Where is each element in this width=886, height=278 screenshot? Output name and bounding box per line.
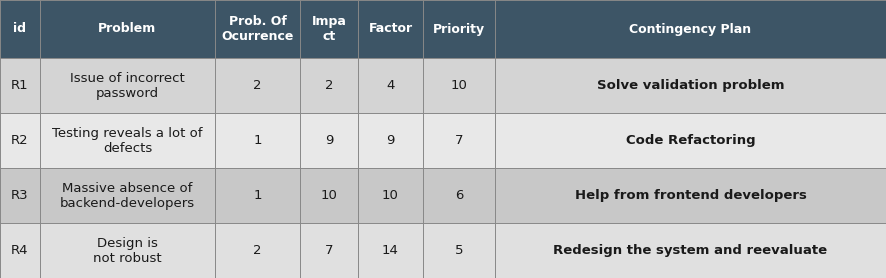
Bar xyxy=(495,113,886,168)
Text: 2: 2 xyxy=(325,79,333,92)
Bar xyxy=(300,223,358,278)
Text: 10: 10 xyxy=(451,79,468,92)
Text: 9: 9 xyxy=(386,134,394,147)
Text: 7: 7 xyxy=(325,244,333,257)
Text: R2: R2 xyxy=(12,134,29,147)
Bar xyxy=(215,58,300,113)
Text: 2: 2 xyxy=(253,244,261,257)
Text: Help from frontend developers: Help from frontend developers xyxy=(574,189,806,202)
Bar xyxy=(215,168,300,223)
Text: Contingency Plan: Contingency Plan xyxy=(629,23,751,36)
Text: Prob. Of
Ocurrence: Prob. Of Ocurrence xyxy=(222,15,293,43)
Text: 2: 2 xyxy=(253,79,261,92)
Text: 7: 7 xyxy=(455,134,463,147)
Bar xyxy=(40,223,215,278)
Text: Issue of incorrect
password: Issue of incorrect password xyxy=(70,71,185,100)
Bar xyxy=(495,58,886,113)
Text: 6: 6 xyxy=(455,189,463,202)
Bar xyxy=(495,223,886,278)
Bar xyxy=(0,0,40,58)
Text: Impa
ct: Impa ct xyxy=(312,15,346,43)
Bar xyxy=(40,168,215,223)
Text: Testing reveals a lot of
defects: Testing reveals a lot of defects xyxy=(52,126,203,155)
Text: Priority: Priority xyxy=(433,23,485,36)
Bar xyxy=(358,223,423,278)
Text: Problem: Problem xyxy=(98,23,157,36)
Bar xyxy=(423,223,495,278)
Bar xyxy=(0,58,40,113)
Text: 9: 9 xyxy=(325,134,333,147)
Text: 5: 5 xyxy=(455,244,463,257)
Bar xyxy=(300,58,358,113)
Bar xyxy=(423,0,495,58)
Text: 1: 1 xyxy=(253,189,261,202)
Text: Factor: Factor xyxy=(369,23,413,36)
Text: R4: R4 xyxy=(12,244,28,257)
Bar xyxy=(300,0,358,58)
Text: 1: 1 xyxy=(253,134,261,147)
Bar xyxy=(300,168,358,223)
Bar xyxy=(358,58,423,113)
Bar xyxy=(358,113,423,168)
Bar xyxy=(358,168,423,223)
Bar xyxy=(40,0,215,58)
Bar xyxy=(423,113,495,168)
Bar xyxy=(0,168,40,223)
Text: Code Refactoring: Code Refactoring xyxy=(626,134,755,147)
Text: 10: 10 xyxy=(321,189,338,202)
Text: R1: R1 xyxy=(12,79,29,92)
Bar xyxy=(215,0,300,58)
Bar xyxy=(0,223,40,278)
Bar xyxy=(40,58,215,113)
Bar xyxy=(495,168,886,223)
Bar xyxy=(423,168,495,223)
Text: Massive absence of
backend-developers: Massive absence of backend-developers xyxy=(60,182,195,210)
Text: 14: 14 xyxy=(382,244,399,257)
Bar xyxy=(495,0,886,58)
Bar xyxy=(300,113,358,168)
Text: Solve validation problem: Solve validation problem xyxy=(597,79,784,92)
Bar xyxy=(0,113,40,168)
Text: R3: R3 xyxy=(12,189,29,202)
Bar xyxy=(215,113,300,168)
Bar xyxy=(215,223,300,278)
Text: Redesign the system and reevaluate: Redesign the system and reevaluate xyxy=(554,244,828,257)
Bar xyxy=(423,58,495,113)
Text: id: id xyxy=(13,23,27,36)
Bar xyxy=(358,0,423,58)
Bar xyxy=(40,113,215,168)
Text: Design is
not robust: Design is not robust xyxy=(93,237,162,264)
Text: 4: 4 xyxy=(386,79,394,92)
Text: 10: 10 xyxy=(382,189,399,202)
